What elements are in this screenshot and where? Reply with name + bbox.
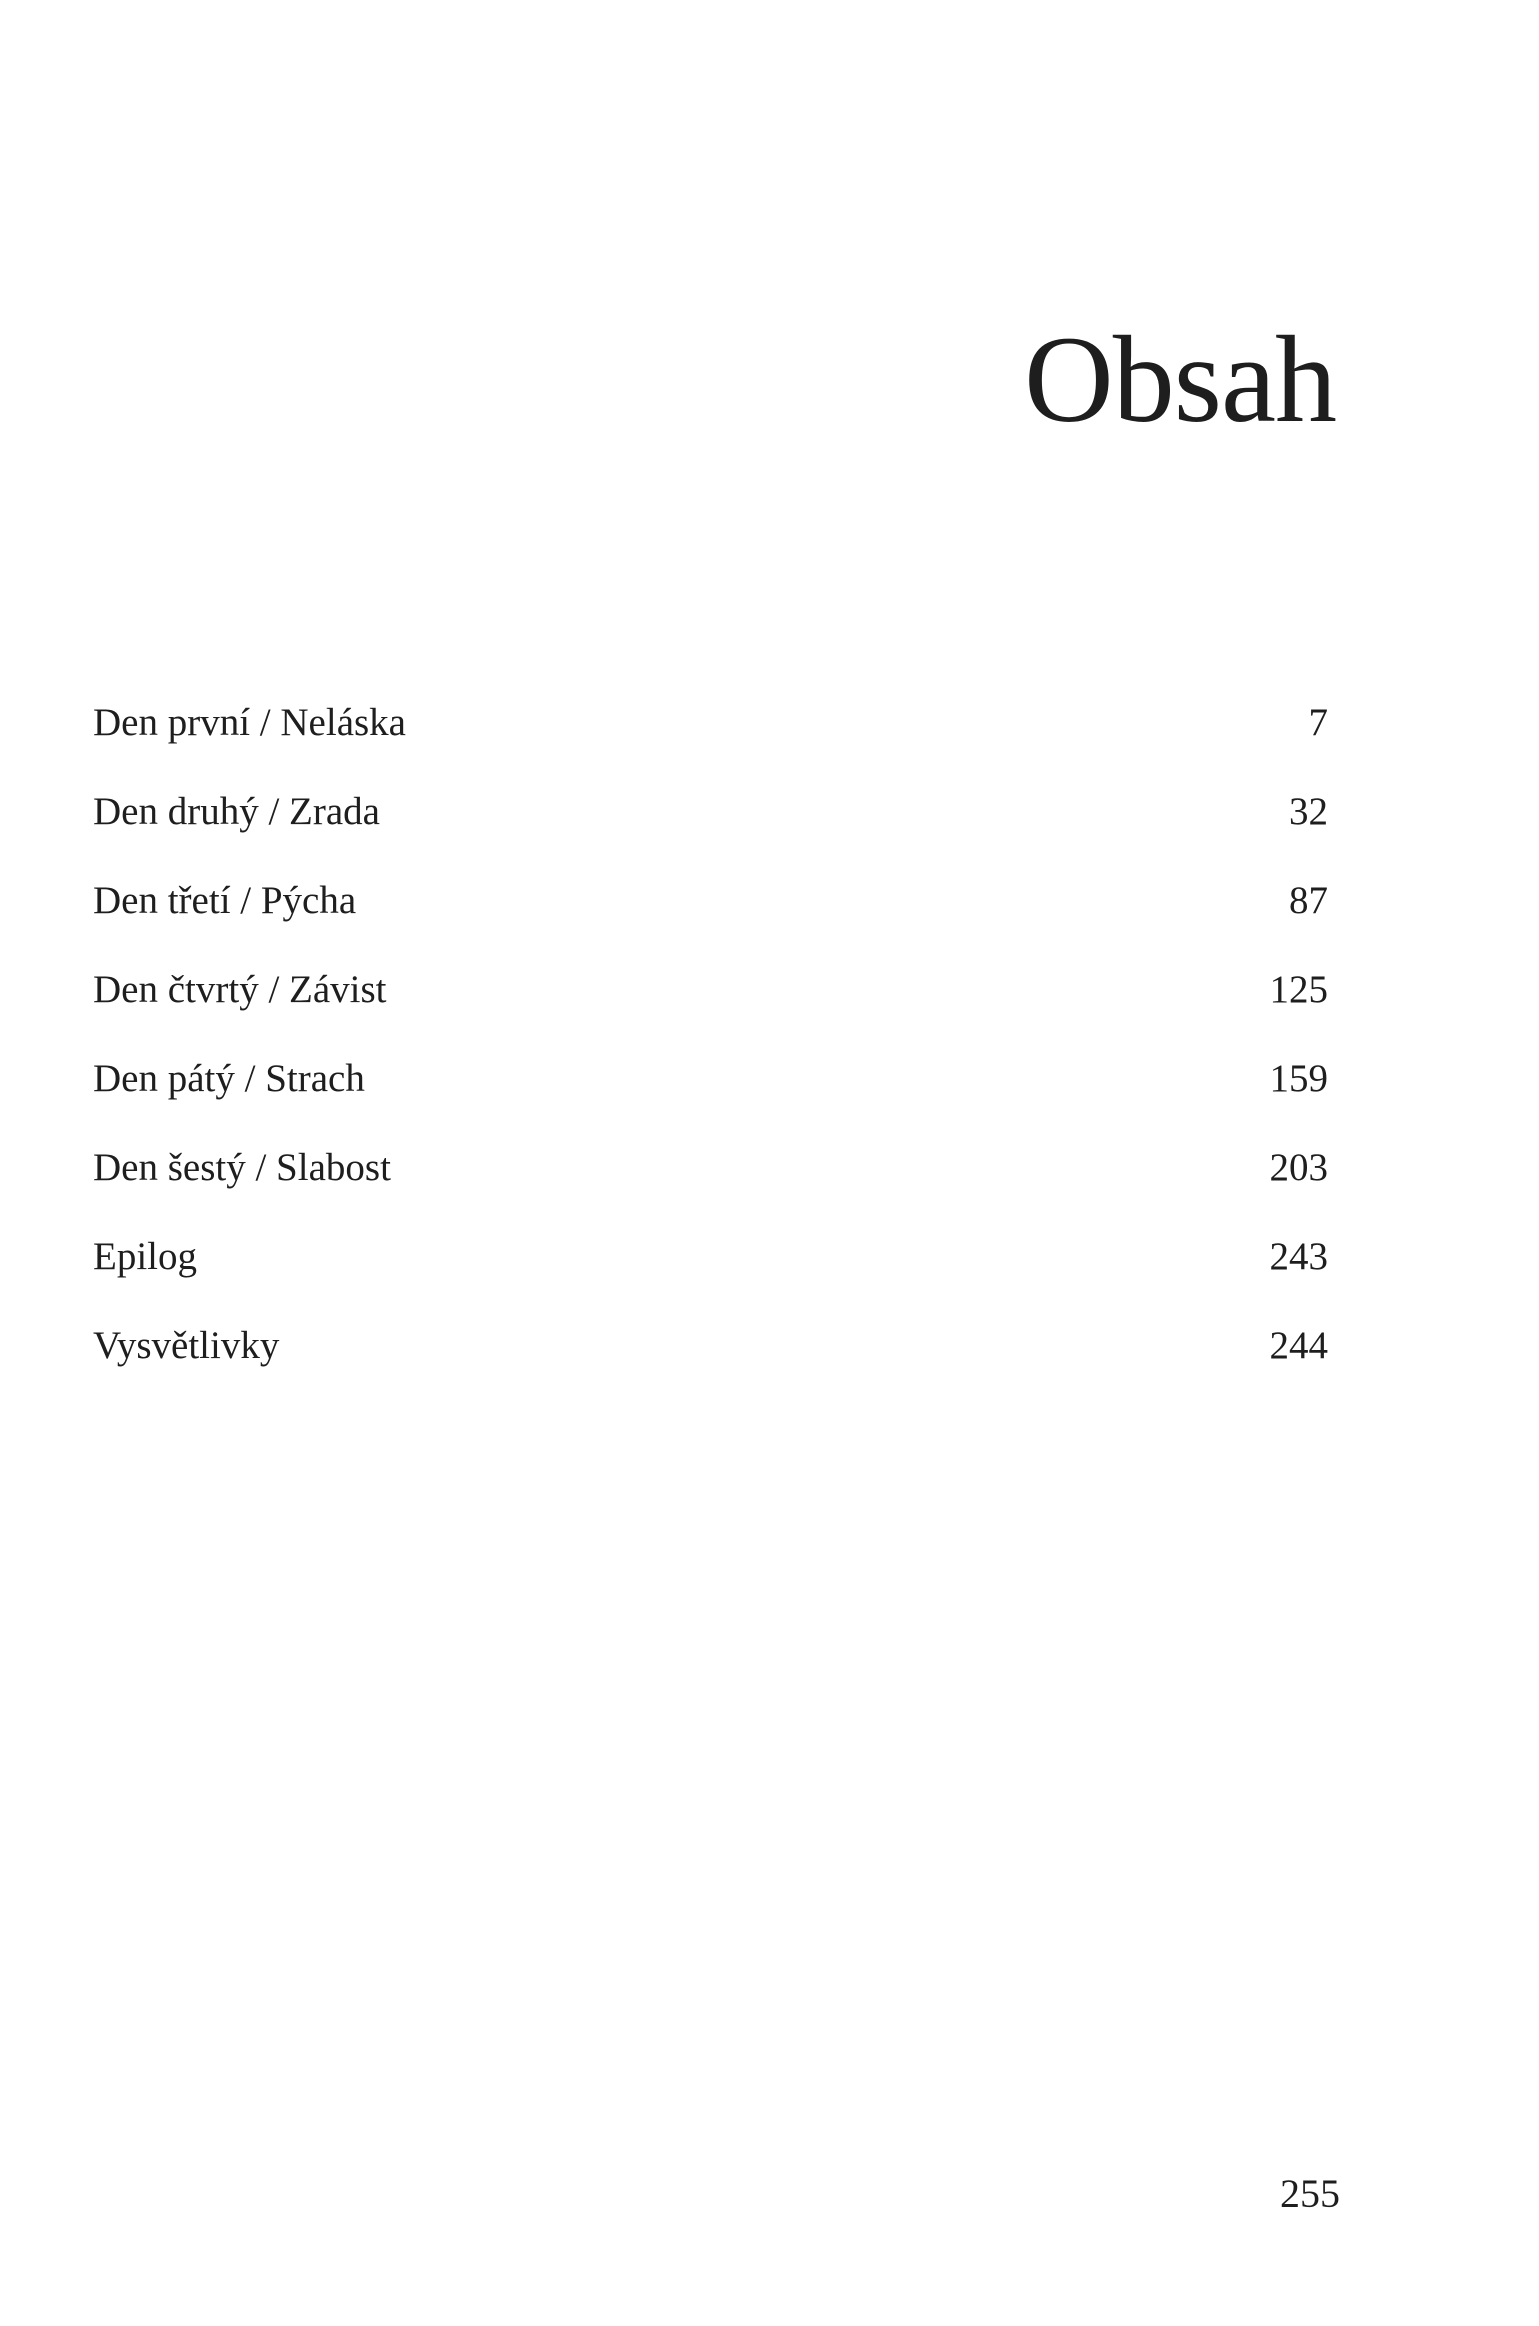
toc-entry-page: 87: [1289, 879, 1328, 922]
toc-entry-label: Vysvětlivky: [93, 1324, 280, 1367]
page-title: Obsah: [1024, 311, 1337, 448]
toc-entry-page: 203: [1269, 1146, 1329, 1189]
toc-entry: Den druhý / Zrada 32: [93, 789, 1328, 878]
toc-entry-page: 243: [1269, 1235, 1329, 1278]
table-of-contents: Den první / Neláska 7 Den druhý / Zrada 32…: [93, 700, 1328, 1412]
toc-entry-label: Den čtvrtý / Závist: [93, 968, 387, 1011]
toc-entry-label: Epilog: [93, 1235, 197, 1278]
toc-entry: Vysvětlivky 244: [93, 1323, 1328, 1412]
toc-entry-page: 125: [1269, 968, 1329, 1011]
toc-entry: Den třetí / Pýcha 87: [93, 878, 1328, 967]
toc-entry-label: Den pátý / Strach: [93, 1057, 365, 1100]
toc-entry-label: Den třetí / Pýcha: [93, 879, 357, 922]
page-number: 255: [1280, 2171, 1340, 2216]
toc-entry-page: 159: [1269, 1057, 1329, 1100]
toc-entry-page: 244: [1269, 1324, 1329, 1367]
toc-entry: Den pátý / Strach 159: [93, 1056, 1328, 1145]
toc-entry-page: 32: [1289, 790, 1328, 833]
toc-entry: Epilog 243: [93, 1234, 1328, 1323]
toc-entry: Den šestý / Slabost 203: [93, 1145, 1328, 1234]
toc-entry-label: Den první / Neláska: [93, 701, 406, 744]
toc-entry-label: Den druhý / Zrada: [93, 790, 380, 833]
toc-entry-label: Den šestý / Slabost: [93, 1146, 391, 1189]
toc-entry: Den čtvrtý / Závist 125: [93, 967, 1328, 1056]
toc-entry-page: 7: [1308, 701, 1329, 744]
toc-entry: Den první / Neláska 7: [93, 700, 1328, 789]
